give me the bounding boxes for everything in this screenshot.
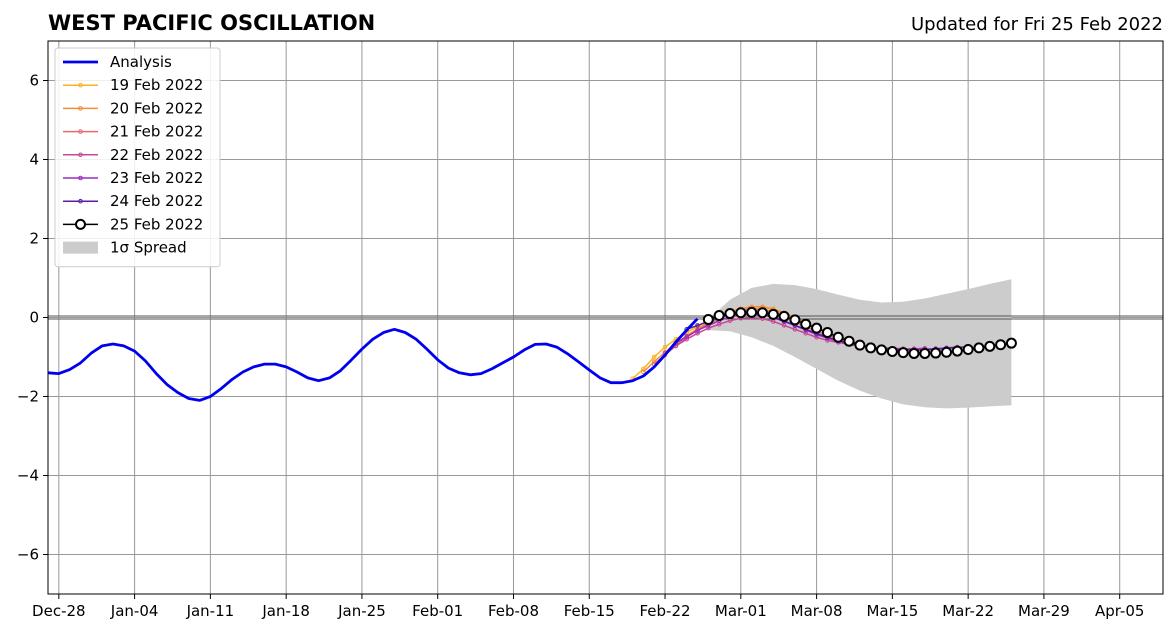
latest-forecast-point	[778, 310, 790, 322]
forecast-point	[662, 344, 668, 350]
x-tick-label: Jan-04	[110, 602, 159, 620]
legend-label: 1σ Spread	[110, 239, 187, 257]
forecast-point	[641, 369, 646, 375]
y-axis-ticks: 6 4 2 0 −2 −4 −6	[17, 72, 48, 564]
legend-label: 19 Feb 2022	[110, 76, 203, 94]
latest-forecast-point	[951, 345, 963, 357]
chart-title: WEST PACIFIC OSCILLATION	[48, 11, 375, 35]
x-tick-label: Jan-11	[186, 602, 235, 620]
legend-label: 24 Feb 2022	[110, 192, 203, 210]
x-tick-label: Jan-18	[261, 602, 310, 620]
latest-forecast-point	[897, 347, 909, 359]
legend-label: 25 Feb 2022	[110, 215, 203, 233]
latest-forecast-point	[767, 308, 779, 320]
latest-forecast-point	[800, 318, 812, 330]
latest-forecast-point	[789, 314, 801, 326]
latest-forecast-point	[886, 345, 898, 357]
latest-forecast-point	[854, 339, 866, 351]
legend-swatch-marker	[78, 198, 83, 204]
x-axis-ticks: Dec-28 Jan-04 Jan-11 Jan-18 Jan-25 Feb-01 Feb-…	[32, 594, 1144, 620]
legend-swatch-marker	[78, 106, 83, 111]
zero-line	[48, 315, 1163, 320]
x-tick-label: Mar-08	[791, 602, 843, 620]
legend-label: Analysis	[110, 53, 172, 71]
x-tick-label: Feb-15	[564, 602, 615, 620]
latest-forecast-point	[919, 347, 931, 359]
legend-swatch-marker	[78, 129, 83, 134]
latest-forecast-point	[865, 342, 877, 354]
chart-subtitle: Updated for Fri 25 Feb 2022	[911, 14, 1163, 35]
legend-swatch-marker	[78, 175, 83, 181]
x-tick-label: Dec-28	[32, 602, 86, 620]
x-tick-label: Jan-25	[337, 602, 386, 620]
forecast-point	[695, 328, 700, 333]
y-tick-label: −4	[17, 467, 39, 485]
latest-forecast-point	[930, 347, 942, 359]
x-tick-label: Feb-22	[640, 602, 691, 620]
x-tick-label: Mar-22	[942, 602, 994, 620]
legend-swatch-spread	[63, 241, 98, 254]
legend-swatch-marker	[78, 152, 83, 158]
x-tick-label: Mar-29	[1018, 602, 1070, 620]
x-tick-label: Mar-01	[715, 602, 767, 620]
latest-forecast-point	[702, 313, 714, 325]
latest-forecast-point	[984, 340, 996, 352]
latest-forecast-point	[821, 327, 833, 339]
y-tick-label: 4	[29, 151, 39, 169]
y-tick-label: −2	[17, 388, 39, 406]
forecast-point	[684, 336, 689, 342]
legend-label: 21 Feb 2022	[110, 123, 203, 141]
latest-forecast-point	[1005, 337, 1017, 349]
x-tick-label: Feb-08	[488, 602, 539, 620]
markers-group	[702, 306, 1017, 359]
latest-forecast-point	[973, 342, 985, 354]
legend: Analysis 19 Feb 2022 20 Feb 2022 21 Feb 202…	[54, 47, 221, 268]
latest-forecast-point	[746, 306, 758, 318]
latest-forecast-point	[713, 310, 725, 322]
latest-forecast-point	[724, 308, 736, 320]
latest-forecast-point	[756, 307, 768, 319]
latest-forecast-point	[908, 347, 920, 359]
legend-swatch-marker	[75, 218, 86, 230]
latest-forecast-point	[843, 335, 855, 347]
latest-forecast-point	[995, 339, 1007, 351]
x-tick-label: Mar-15	[866, 602, 918, 620]
analysis-line	[47, 317, 699, 402]
x-tick-label: Apr-05	[1095, 602, 1145, 620]
y-tick-label: −6	[17, 546, 39, 564]
latest-forecast-point	[876, 344, 888, 356]
legend-label: 22 Feb 2022	[110, 146, 203, 164]
legend-label: 20 Feb 2022	[110, 99, 203, 117]
latest-forecast-point	[832, 331, 844, 343]
y-tick-label: 0	[29, 309, 39, 327]
legend-label: 23 Feb 2022	[110, 169, 203, 187]
forecast-point	[695, 323, 700, 328]
x-tick-label: Feb-01	[412, 602, 463, 620]
forecast-point	[706, 325, 711, 331]
latest-forecast-point	[940, 346, 952, 358]
legend-box	[54, 47, 221, 268]
latest-forecast-point	[735, 307, 747, 319]
forecast-point	[651, 354, 657, 360]
forecast-point	[695, 331, 700, 336]
legend-swatch-marker	[78, 82, 83, 88]
latest-forecast-point	[811, 322, 823, 334]
forecast-point	[684, 334, 689, 339]
y-tick-label: 2	[29, 230, 39, 248]
y-tick-label: 6	[29, 72, 39, 90]
latest-forecast-point	[962, 343, 974, 355]
